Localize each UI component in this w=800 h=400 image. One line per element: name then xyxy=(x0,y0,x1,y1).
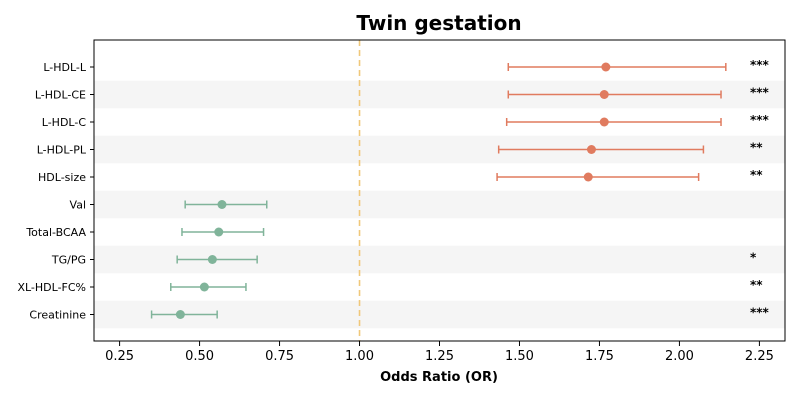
estimate-point xyxy=(207,255,217,264)
y-tick-label: Val xyxy=(70,199,86,212)
x-tick-label: 1.50 xyxy=(505,349,534,364)
y-tick-label: TG/PG xyxy=(51,254,86,267)
x-tick-label: 0.50 xyxy=(185,349,214,364)
x-tick-label: 1.75 xyxy=(585,349,614,364)
y-tick-label: L-HDL-L xyxy=(43,61,87,74)
significance-label: *** xyxy=(750,306,770,320)
estimate-point xyxy=(599,117,609,127)
y-tick-label: HDL-size xyxy=(38,171,86,184)
estimate-point xyxy=(199,282,209,292)
y-tick-label: Total-BCAA xyxy=(25,226,86,239)
y-tick-label: L-HDL-PL xyxy=(37,144,87,157)
significance-label: *** xyxy=(750,113,770,127)
estimate-point xyxy=(214,227,224,237)
x-tick-label: 0.25 xyxy=(105,349,134,364)
estimate-point xyxy=(599,90,609,99)
significance-label: * xyxy=(750,251,757,265)
estimate-point xyxy=(586,145,596,154)
x-tick-label: 0.75 xyxy=(265,349,294,364)
y-axis-labels: L-HDL-L L-HDL-CE L-HDL-C L-HDL-PL HDL-size Va… xyxy=(17,61,94,322)
significance-label: ** xyxy=(750,168,763,182)
significance-label: ** xyxy=(750,278,763,292)
x-axis: 0.25 0.50 0.75 1.00 1.25 1.50 1.75 2.00 2.25 xyxy=(105,341,774,364)
significance-label: *** xyxy=(750,86,770,100)
estimate-point xyxy=(601,62,611,72)
y-tick-label: L-HDL-CE xyxy=(35,89,86,102)
y-tick-label: XL-HDL-FC% xyxy=(17,281,86,294)
significance-label: ** xyxy=(750,141,763,155)
estimate-point xyxy=(175,310,185,319)
chart-title: Twin gestation xyxy=(356,11,521,35)
significance-labels: ******************* xyxy=(750,58,770,320)
y-tick-label: Creatinine xyxy=(29,309,86,322)
estimate-point xyxy=(583,172,593,182)
x-tick-label: 1.25 xyxy=(425,349,454,364)
estimate-point xyxy=(217,200,227,209)
estimates xyxy=(150,62,727,319)
y-tick-label: L-HDL-C xyxy=(42,116,87,129)
plot-frame xyxy=(93,39,786,342)
significance-label: *** xyxy=(750,58,770,72)
x-tick-label: 1.00 xyxy=(345,349,374,364)
x-tick-label: 2.00 xyxy=(665,349,694,364)
x-tick-label: 2.25 xyxy=(745,349,774,364)
x-axis-label: Odds Ratio (OR) xyxy=(380,370,498,385)
